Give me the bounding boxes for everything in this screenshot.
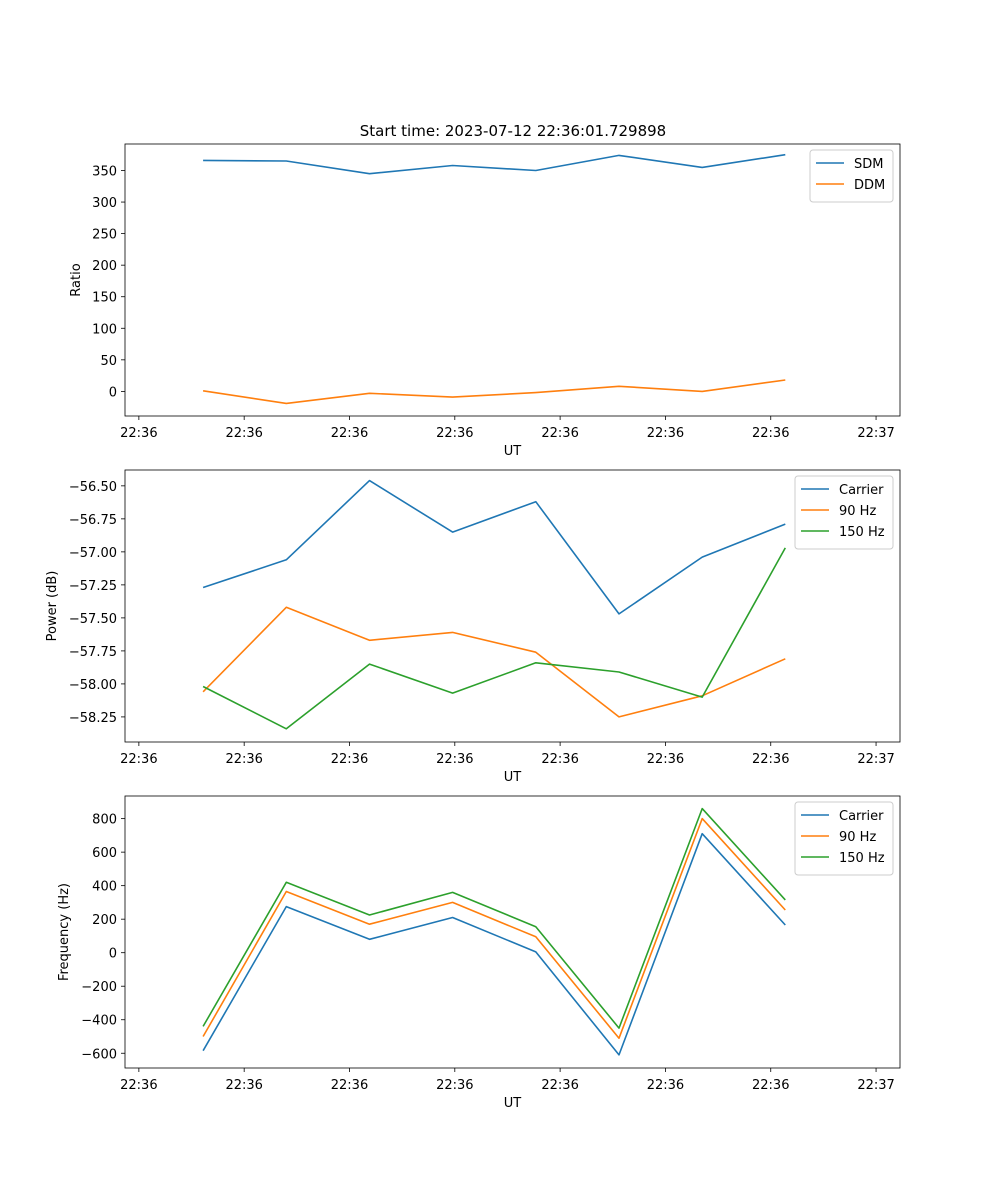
x-tick-label: 22:36 <box>752 752 789 767</box>
legend-label: 90 Hz <box>839 504 876 519</box>
legend: SDM DDM <box>809 149 894 203</box>
y-tick-label: −56.50 <box>69 480 117 495</box>
legend-label: Carrier <box>839 483 884 498</box>
legend-label: DDM <box>854 178 885 193</box>
y-tick-label: 0 <box>109 947 117 962</box>
x-tick-label: 22:36 <box>436 426 473 441</box>
x-tick-label: 22:36 <box>436 752 473 767</box>
x-tick-label: 22:37 <box>857 1078 894 1093</box>
x-tick-label: 22:36 <box>120 1078 157 1093</box>
x-axis-label: UT <box>504 1096 522 1111</box>
y-axis-label: Power (dB) <box>45 571 60 642</box>
x-tick-label: 22:36 <box>752 1078 789 1093</box>
series-line-150-hz <box>202 807 786 1029</box>
x-tick-label: 22:36 <box>647 1078 684 1093</box>
y-tick-label: −57.25 <box>69 579 117 594</box>
plot-frame <box>124 469 901 743</box>
y-tick-label: −58.25 <box>69 711 117 726</box>
y-tick-label: 0 <box>109 385 117 400</box>
y-tick-label: −56.75 <box>69 513 117 528</box>
x-tick-label: 22:36 <box>225 426 262 441</box>
x-tick-label: 22:36 <box>541 426 578 441</box>
y-tick-label: 250 <box>92 228 117 243</box>
x-tick-label: 22:36 <box>331 426 368 441</box>
legend: Carrier 90 Hz 150 Hz <box>794 475 894 550</box>
legend-label: Carrier <box>839 809 884 824</box>
y-tick-label: −200 <box>81 980 117 995</box>
x-tick-label: 22:36 <box>647 752 684 767</box>
subplot-3: 22:36 22:36 22:36 22:36 22:36 22:36 22:36 22:37… <box>57 795 901 1111</box>
x-tick-label: 22:36 <box>647 426 684 441</box>
y-tick-label: −400 <box>81 1014 117 1029</box>
y-tick-label: −57.50 <box>69 612 117 627</box>
series-line-150-hz <box>202 547 786 730</box>
y-axis-label: Ratio <box>69 263 84 296</box>
x-tick-label: 22:36 <box>120 752 157 767</box>
x-axis-label: UT <box>504 444 522 459</box>
plot-frame <box>124 143 901 417</box>
x-tick-label: 22:36 <box>752 426 789 441</box>
x-tick-label: 22:36 <box>541 752 578 767</box>
y-tick-label: −57.00 <box>69 546 117 561</box>
series-line-carrier <box>202 479 786 615</box>
x-tick-label: 22:36 <box>225 752 262 767</box>
subplot-1: 22:36 22:36 22:36 22:36 22:36 22:36 22:36 22:37… <box>69 143 901 459</box>
series-line-sdm <box>203 153 786 175</box>
y-tick-label: 800 <box>92 813 117 828</box>
y-tick-label: −57.75 <box>69 645 117 660</box>
x-tick-label: 22:36 <box>331 1078 368 1093</box>
y-tick-label: 200 <box>92 259 117 274</box>
x-tick-label: 22:37 <box>857 752 894 767</box>
y-tick-label: 200 <box>92 913 117 928</box>
x-axis-label: UT <box>504 770 522 785</box>
plot-frame <box>124 795 901 1069</box>
y-tick-label: 150 <box>92 291 117 306</box>
x-tick-label: 22:37 <box>857 426 894 441</box>
legend-label: 150 Hz <box>839 851 885 866</box>
y-axis-label: Frequency (Hz) <box>57 883 72 981</box>
y-tick-label: 300 <box>92 196 117 211</box>
y-tick-label: −58.00 <box>69 678 117 693</box>
x-tick-label: 22:36 <box>541 1078 578 1093</box>
y-tick-label: 350 <box>92 165 117 180</box>
x-tick-label: 22:36 <box>120 426 157 441</box>
legend-label: 150 Hz <box>839 525 885 540</box>
y-tick-label: 400 <box>92 880 117 895</box>
y-tick-label: −600 <box>81 1047 117 1062</box>
series-line-carrier <box>202 832 786 1056</box>
series-line-ddm <box>202 379 786 405</box>
y-tick-label: 100 <box>92 322 117 337</box>
legend-label: SDM <box>854 157 883 172</box>
x-tick-label: 22:36 <box>331 752 368 767</box>
figure-title: Start time: 2023-07-12 22:36:01.729898 <box>360 122 666 140</box>
y-tick-label: 50 <box>100 354 117 369</box>
subplot-2: 22:36 22:36 22:36 22:36 22:36 22:36 22:36 22:37… <box>45 469 901 785</box>
legend-label: 90 Hz <box>839 830 876 845</box>
x-tick-label: 22:36 <box>436 1078 473 1093</box>
x-tick-label: 22:36 <box>225 1078 262 1093</box>
y-tick-label: 600 <box>92 846 117 861</box>
legend: Carrier 90 Hz 150 Hz <box>794 801 894 876</box>
series-line-90-hz <box>202 606 786 718</box>
series-line-90-hz <box>202 817 786 1039</box>
